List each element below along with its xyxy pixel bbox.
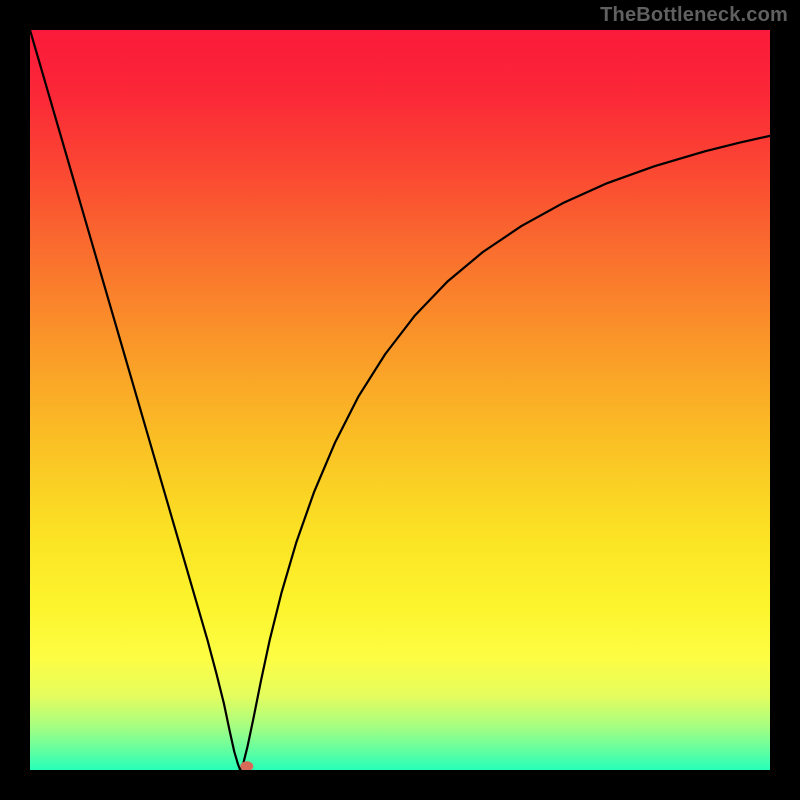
- bottleneck-curve: [30, 30, 770, 770]
- minimum-marker-icon: [240, 761, 253, 770]
- watermark-text: TheBottleneck.com: [600, 4, 788, 27]
- plot-area: [30, 30, 770, 770]
